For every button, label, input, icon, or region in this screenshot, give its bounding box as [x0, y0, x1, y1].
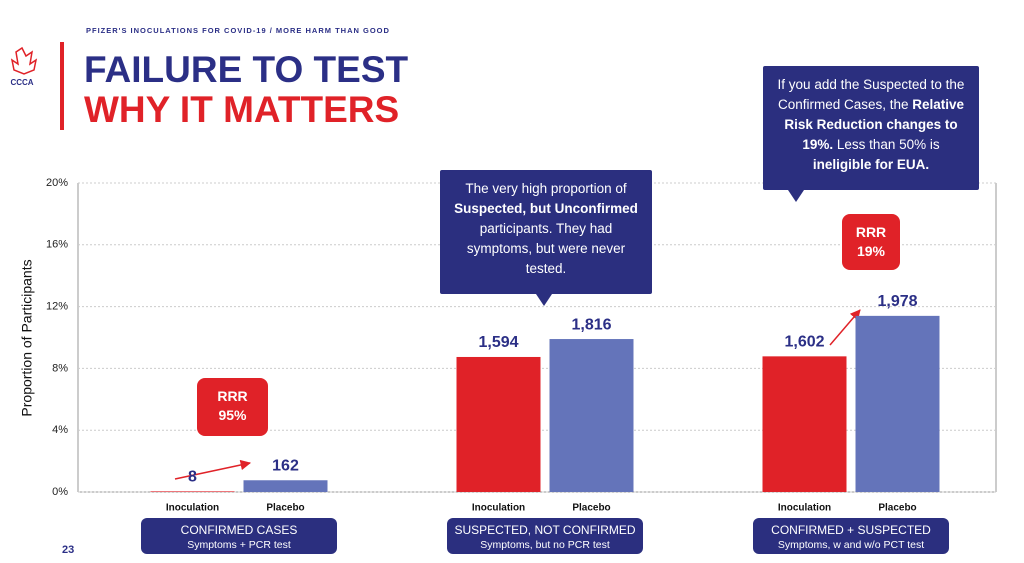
y-tick-label: 12%	[46, 301, 68, 313]
data-label: 1,594	[478, 334, 518, 351]
data-label: 1,816	[571, 316, 611, 333]
category-label: CONFIRMED CASES	[180, 523, 298, 537]
title-bar	[60, 42, 64, 130]
category-note: Symptoms, w and w/o PCT test	[777, 539, 925, 551]
callout: The very high proportion of Suspected, b…	[440, 170, 652, 294]
category-note: Symptoms, but no PCR test	[480, 539, 610, 551]
rrr-text: 95%	[218, 407, 247, 423]
logo-text: CCCA	[10, 78, 33, 87]
data-label: 8	[188, 469, 197, 486]
callout-text: If you add the Suspected to the Confirme…	[777, 77, 965, 112]
series-label: Inoculation	[778, 503, 831, 514]
y-tick-label: 0%	[52, 486, 68, 498]
y-tick-label: 8%	[52, 362, 68, 374]
category-box: CONFIRMED CASES Symptoms + PCR test	[141, 518, 337, 554]
rrr-text: RRR	[217, 388, 248, 404]
page-number: 23	[62, 544, 74, 556]
bar	[243, 480, 328, 492]
callout-text: Relative Risk Reduction changes to 19%.	[784, 97, 965, 152]
y-tick-label: 20%	[46, 177, 68, 189]
title-line: WHY IT MATTERS	[84, 89, 399, 130]
arrow	[829, 309, 861, 346]
callout-text: The very high proportion of	[465, 181, 627, 196]
callout-text: Suspected, but Unconfirmed	[454, 201, 638, 216]
series-label: Inoculation	[166, 503, 219, 514]
callout: If you add the Suspected to the Confirme…	[763, 66, 979, 190]
callout-text: participants. They had symptoms, but wer…	[466, 221, 626, 276]
arrow	[174, 459, 252, 480]
series-label: Inoculation	[472, 503, 525, 514]
rrr-text: 19%	[856, 243, 886, 259]
series-label: Placebo	[878, 503, 916, 514]
category-box: CONFIRMED + SUSPECTED Symptoms, w and w/o…	[753, 518, 949, 554]
y-axis-label: Proportion of Participants	[19, 259, 35, 416]
data-label: 162	[272, 457, 299, 474]
rrr-text: RRR	[855, 224, 887, 240]
bar	[549, 339, 634, 492]
title-line: FAILURE TO TEST	[84, 49, 409, 90]
category-label: CONFIRMED + SUSPECTED	[771, 523, 931, 537]
series-label: Placebo	[572, 503, 610, 514]
callout-text: ineligible for EUA.	[812, 157, 930, 172]
data-label: 1,978	[877, 293, 917, 310]
bar	[855, 315, 940, 492]
logo-leaf	[10, 46, 38, 75]
category-label: SUSPECTED, NOT CONFIRMED	[454, 523, 636, 537]
bar	[150, 491, 235, 492]
callout-text: Less than 50% is	[833, 137, 940, 152]
series-label: Placebo	[266, 503, 304, 514]
supertitle: PFIZER'S INOCULATIONS FOR COVID-19 / MOR…	[86, 26, 390, 35]
category-box: SUSPECTED, NOT CONFIRMED Symptoms, but no…	[447, 518, 643, 554]
y-tick-label: 16%	[46, 239, 68, 251]
category-note: Symptoms + PCR test	[187, 539, 291, 551]
rrr-box: RRR 19%	[842, 214, 900, 270]
bar	[762, 356, 847, 492]
y-tick-label: 4%	[52, 424, 68, 436]
data-label: 1,602	[784, 334, 824, 351]
bar	[456, 356, 541, 492]
rrr-box: RRR 95%	[197, 378, 268, 436]
